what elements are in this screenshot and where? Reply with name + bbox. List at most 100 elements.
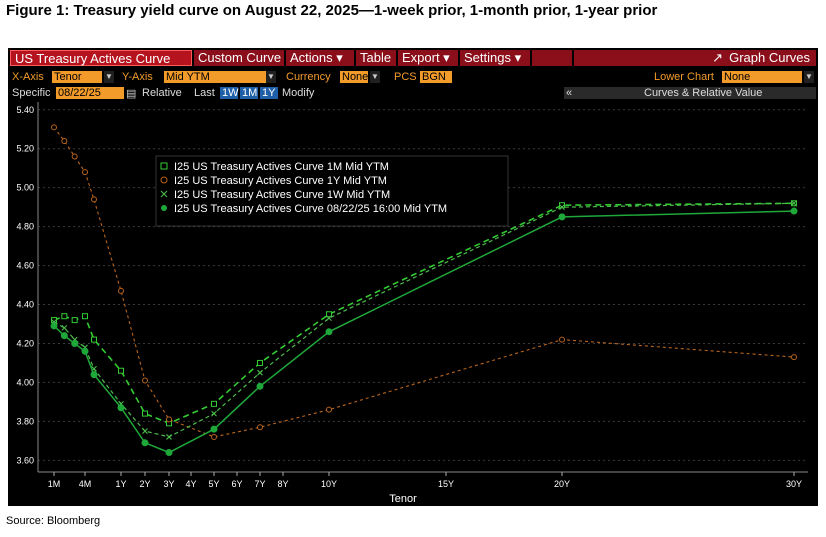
currency-select[interactable]: None — [340, 71, 369, 83]
y-tick-label: 5.20 — [16, 144, 34, 154]
y-tick-label: 4.20 — [16, 338, 34, 348]
legend-label: I25 US Treasury Actives Curve 08/22/25 1… — [174, 203, 447, 215]
series-line — [53, 202, 795, 438]
data-point — [166, 416, 172, 423]
specific-date-input[interactable]: 08/22/25 — [56, 87, 124, 99]
pcs-field[interactable]: BGN — [420, 71, 452, 83]
data-point — [61, 325, 68, 331]
source-note: Source: Bloomberg — [6, 515, 101, 527]
axis-controls-row: X-Axis Tenor ▼ Y-Axis Mid YTM ▼ Currency… — [8, 70, 818, 84]
data-point — [91, 196, 98, 203]
data-point — [791, 200, 797, 207]
legend-label: I25 US Treasury Actives Curve 1M Mid YTM — [174, 161, 389, 173]
date-controls-row: Specific 08/22/25 ▤ Relative Last 1W 1M … — [8, 86, 818, 100]
table-button[interactable]: Table — [356, 50, 396, 66]
data-point — [257, 359, 263, 366]
x-tick-label: 3Y — [163, 479, 174, 489]
graph-curves-button[interactable]: ↗ Graph Curves — [574, 50, 816, 66]
data-point — [90, 371, 98, 379]
y-tick-label: 3.60 — [16, 455, 34, 465]
x-axis-label: X-Axis — [12, 71, 44, 83]
legend-label: I25 US Treasury Actives Curve 1Y Mid YTM — [174, 175, 387, 187]
chevron-down-icon[interactable]: ▼ — [266, 71, 276, 83]
external-link-icon: ↗ — [712, 50, 724, 65]
data-point — [326, 406, 332, 413]
button-1y[interactable]: 1Y — [260, 87, 278, 99]
actions-menu[interactable]: Actions ▾ — [286, 50, 354, 66]
x-tick-label: 6Y — [231, 479, 242, 489]
figure-title: Figure 1: Treasury yield curve on August… — [6, 2, 658, 19]
legend-marker — [161, 205, 167, 211]
y-tick-label: 4.60 — [16, 261, 34, 271]
yield-curve-chart: 3.60 3.80 4.00 4.20 4.40 4.60 4.80 5.00 5.20 5.40… — [16, 102, 808, 505]
menu-bar: US Treasury Actives Curve Custom Curve A… — [8, 48, 818, 68]
bloomberg-panel: US Treasury Actives Curve Custom Curve A… — [8, 48, 818, 506]
data-point — [210, 425, 218, 433]
x-tick-label: 20Y — [554, 479, 570, 489]
data-point — [559, 204, 565, 211]
menu-spacer — [532, 50, 572, 66]
data-point — [558, 213, 566, 221]
data-point — [142, 410, 148, 417]
lower-chart-select[interactable]: None — [722, 71, 802, 83]
data-point — [118, 367, 124, 374]
x-tick-label: 1Y — [115, 479, 126, 489]
legend-marker — [160, 162, 168, 170]
data-point — [61, 137, 68, 144]
x-tick-label: 5Y — [208, 479, 219, 489]
relative-label: Relative — [142, 87, 182, 99]
data-point — [211, 433, 217, 440]
y-axis-label: Y-Axis — [122, 71, 153, 83]
x-axis-select[interactable]: Tenor — [52, 71, 102, 83]
x-tick-label: 4Y — [185, 479, 196, 489]
data-point — [82, 313, 88, 320]
x-axis-label: Tenor — [389, 493, 417, 505]
x-tick-label: 2Y — [139, 479, 150, 489]
settings-menu[interactable]: Settings ▾ — [460, 50, 530, 66]
data-point — [71, 339, 79, 347]
data-point — [326, 315, 332, 322]
modify-button[interactable]: Modify — [282, 87, 315, 99]
curves-relative-value-label: Curves & Relative Value — [644, 87, 763, 99]
legend-marker — [160, 176, 168, 184]
button-1m[interactable]: 1M — [240, 87, 258, 99]
y-axis-select[interactable]: Mid YTM — [164, 71, 266, 83]
curves-relative-value-bar[interactable]: « Curves & Relative Value — [564, 87, 816, 99]
data-point — [326, 311, 332, 318]
tab-us-treasury-actives-curve[interactable]: US Treasury Actives Curve — [10, 50, 192, 66]
chevron-down-icon[interactable]: ▼ — [370, 71, 380, 83]
collapse-icon[interactable]: « — [566, 87, 573, 99]
lower-chart-label: Lower Chart — [654, 71, 714, 83]
data-point — [791, 354, 797, 361]
data-point — [82, 169, 88, 176]
series-line — [53, 202, 795, 425]
series-line — [53, 210, 795, 454]
data-point — [71, 153, 78, 160]
export-menu[interactable]: Export ▾ — [398, 50, 458, 66]
y-tick-label: 3.80 — [16, 416, 34, 426]
data-point — [257, 369, 263, 376]
button-1w[interactable]: 1W — [220, 87, 239, 99]
calendar-icon[interactable]: ▤ — [126, 88, 137, 100]
chevron-down-icon[interactable]: ▼ — [104, 71, 114, 83]
x-tick-label: 8Y — [277, 479, 288, 489]
legend-label: I25 US Treasury Actives Curve 1W Mid YTM — [174, 189, 390, 201]
graph-curves-label: Graph Curves — [729, 50, 810, 65]
x-tick-label: 1M — [48, 479, 61, 489]
x-tick-label: 4M — [79, 479, 92, 489]
chevron-down-icon[interactable]: ▼ — [804, 71, 814, 83]
data-point — [211, 400, 217, 407]
legend-box — [155, 155, 509, 227]
y-tick-label: 4.40 — [16, 300, 34, 310]
data-point — [166, 434, 172, 440]
legend-marker — [160, 190, 168, 198]
y-tick-label: 4.00 — [16, 377, 34, 387]
data-point — [165, 449, 173, 457]
data-point — [142, 377, 148, 384]
x-tick-label: 15Y — [438, 479, 454, 489]
pcs-label: PCS — [394, 71, 417, 83]
data-point — [325, 328, 333, 336]
data-point — [211, 410, 217, 417]
data-point — [559, 336, 565, 343]
custom-curve-button[interactable]: Custom Curve — [194, 50, 284, 66]
